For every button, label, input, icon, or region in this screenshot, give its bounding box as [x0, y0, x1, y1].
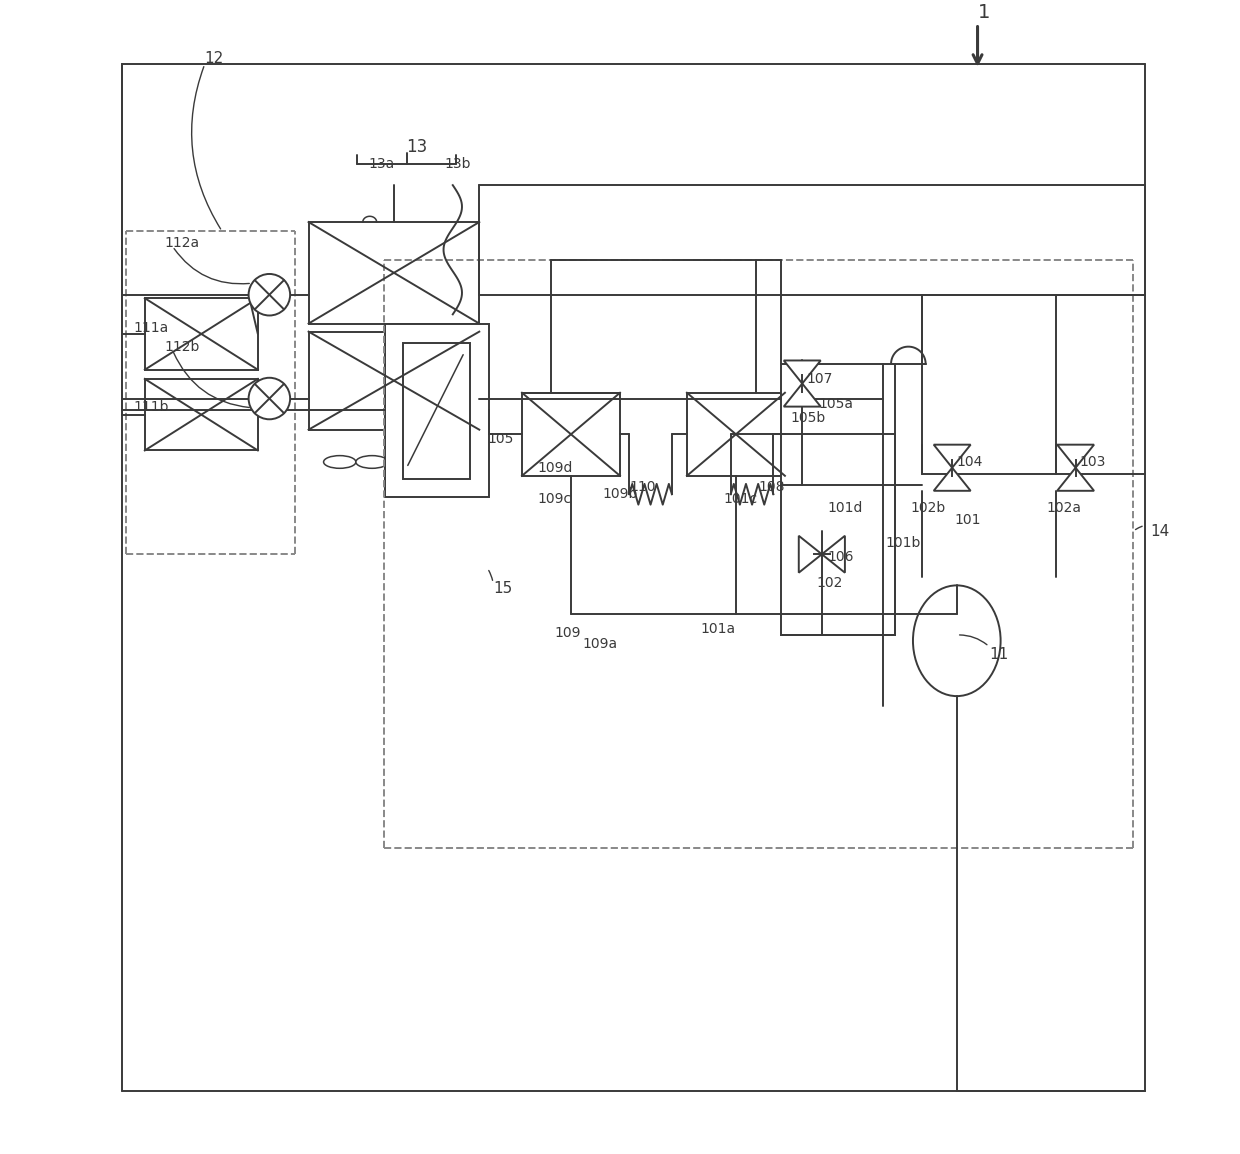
Text: 108: 108	[759, 480, 785, 494]
Polygon shape	[1058, 444, 1094, 467]
Text: 1: 1	[977, 2, 990, 22]
Polygon shape	[799, 535, 822, 572]
Text: 111b: 111b	[133, 399, 169, 413]
Polygon shape	[784, 360, 821, 383]
Text: 105b: 105b	[791, 411, 826, 425]
Text: 11: 11	[990, 647, 1008, 662]
Bar	[145, 379, 258, 450]
Bar	[309, 331, 480, 429]
Text: 110: 110	[629, 480, 656, 494]
Polygon shape	[822, 535, 844, 572]
Bar	[309, 222, 480, 323]
Ellipse shape	[429, 456, 461, 469]
Text: 101: 101	[955, 512, 981, 526]
Bar	[522, 392, 620, 475]
Text: 14: 14	[1151, 524, 1169, 539]
Text: 109b: 109b	[603, 487, 639, 501]
Polygon shape	[934, 467, 971, 490]
Text: 103: 103	[1079, 455, 1105, 469]
Polygon shape	[1058, 467, 1094, 490]
Ellipse shape	[356, 456, 388, 469]
Ellipse shape	[397, 456, 429, 469]
Text: 13: 13	[407, 138, 428, 156]
Bar	[687, 392, 785, 475]
Text: 15: 15	[494, 582, 512, 597]
Text: 105: 105	[487, 432, 513, 445]
Text: 104: 104	[957, 455, 983, 469]
Text: 102b: 102b	[910, 501, 946, 515]
Text: 109c: 109c	[537, 492, 572, 505]
Circle shape	[248, 273, 290, 315]
Bar	[781, 364, 894, 635]
Text: 101d: 101d	[827, 501, 863, 515]
Circle shape	[248, 377, 290, 419]
Text: 109: 109	[554, 625, 580, 639]
Text: 12: 12	[205, 51, 224, 66]
Bar	[384, 323, 489, 496]
Text: 109d: 109d	[537, 460, 573, 474]
Text: 107: 107	[807, 372, 833, 385]
Polygon shape	[784, 383, 821, 406]
Text: 102a: 102a	[1047, 501, 1081, 515]
Ellipse shape	[324, 456, 356, 469]
Bar	[403, 343, 470, 479]
Bar	[145, 298, 258, 369]
Text: 101b: 101b	[885, 535, 920, 549]
Text: 13a: 13a	[368, 157, 394, 172]
Text: 101a: 101a	[701, 622, 735, 636]
Text: 101c: 101c	[724, 492, 758, 505]
Text: 109a: 109a	[582, 637, 618, 651]
Text: 106: 106	[827, 549, 854, 563]
Text: 13b: 13b	[445, 157, 471, 172]
Text: 102: 102	[816, 576, 842, 590]
Text: 112b: 112b	[165, 339, 200, 353]
Text: 105a: 105a	[818, 397, 853, 411]
Polygon shape	[934, 444, 971, 467]
Text: 111a: 111a	[133, 321, 169, 335]
Ellipse shape	[913, 585, 1001, 696]
Text: 112a: 112a	[165, 235, 200, 249]
